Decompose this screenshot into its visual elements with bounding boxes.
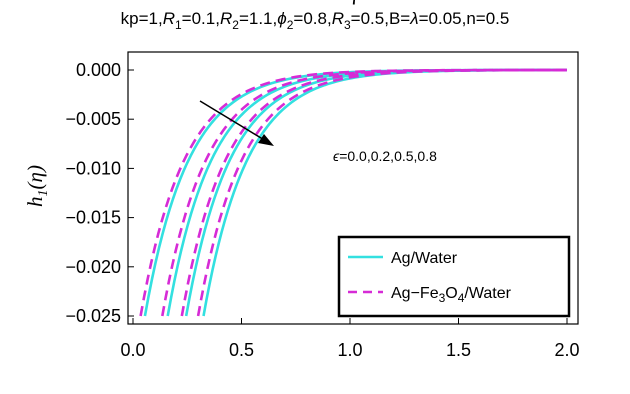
epsilon-arrow xyxy=(199,100,274,146)
y-tick-label: −0.010 xyxy=(65,158,121,178)
chart-title: kp=1,R1=0.1,R2=1.1,ϕ2=0.8,R3=0.5,B=λ=0.0… xyxy=(121,9,510,32)
y-axis: 0.000 −0.005 −0.010 −0.015 −0.020 −0.025 xyxy=(65,60,134,326)
y-axis-label: h1(η) xyxy=(23,165,51,207)
y-tick-label: −0.015 xyxy=(65,208,121,228)
y-tick-label: −0.020 xyxy=(65,257,121,277)
x-tick-label: 1.0 xyxy=(337,340,362,360)
x-axis: 0.0 0.5 1.0 1.5 2.0 xyxy=(120,318,580,360)
x-tick-label: 0.5 xyxy=(229,340,254,360)
legend: Ag/Water Ag−Fe3O4/Water xyxy=(337,235,571,318)
curves-group xyxy=(139,68,568,317)
x-axis-label: η xyxy=(347,0,357,5)
epsilon-annotation: ϵ=0.0,0.2,0.5,0.8 xyxy=(333,148,437,164)
y-tick-label: −0.025 xyxy=(65,306,121,326)
legend-label-ag-water: Ag/Water xyxy=(391,250,458,267)
svg-text:h1(η): h1(η) xyxy=(23,165,51,207)
y-tick-label: 0.000 xyxy=(76,60,121,80)
x-tick-label: 2.0 xyxy=(554,340,579,360)
legend-label-hybrid: Ag−Fe3O4/Water xyxy=(391,285,512,305)
legend-box xyxy=(337,235,571,318)
y-tick-label: −0.005 xyxy=(65,109,121,129)
x-tick-label: 0.0 xyxy=(120,340,145,360)
hybrid-curve-eps-0 xyxy=(139,68,567,317)
hybrid-curve-eps-0.8 xyxy=(196,68,567,317)
hybrid-curve-eps-0.2 xyxy=(161,68,567,317)
x-tick-label: 1.5 xyxy=(446,340,471,360)
plot-frame xyxy=(127,51,579,325)
